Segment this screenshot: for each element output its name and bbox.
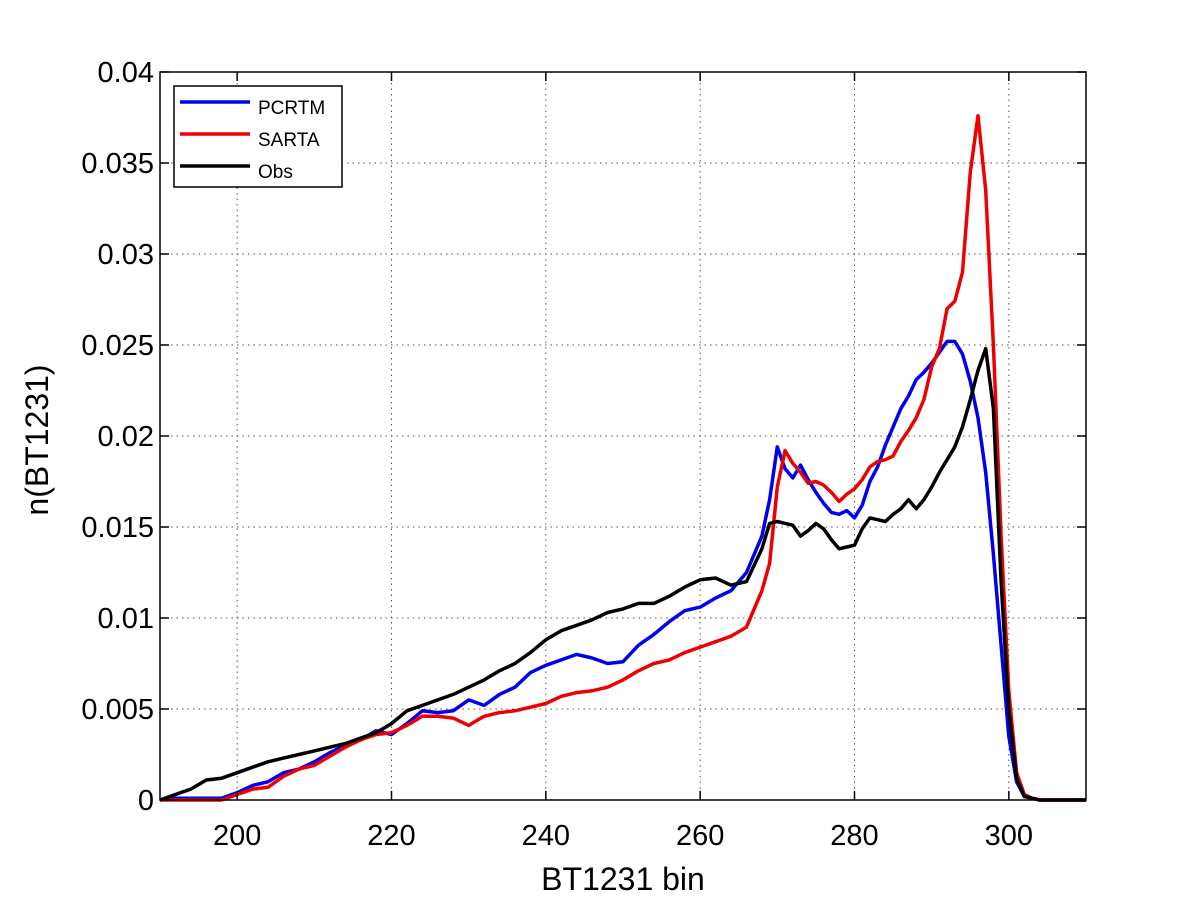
y-tick-label: 0.04 [98,57,154,89]
series-line-pcrtm [159,339,1086,802]
x-tick-label: 300 [985,820,1033,852]
legend-label-obs: Obs [258,162,293,183]
legend-label-sarta: SARTA [258,130,320,151]
x-tick-label: 260 [676,820,724,852]
tick-marks [160,71,1086,801]
y-tick-label: 0.03 [98,239,154,271]
legend-label-pcrtm: PCRTM [258,98,325,119]
gridlines [160,72,1086,800]
y-tick-label: 0.025 [81,330,154,362]
y-axis-label: n(BT1231) [19,364,55,515]
series-lines [159,113,1086,802]
legend: PCRTM SARTA Obs [173,85,343,188]
x-tick-label: 200 [213,820,261,852]
y-tick-label: 0.01 [98,603,154,635]
x-axis-label: BT1231 bin [541,861,705,897]
y-tick-label: 0.015 [81,512,154,544]
x-tick-labels: 200 220 240 260 280 300 [213,820,1033,852]
y-tick-label: 0.02 [98,421,154,453]
y-tick-labels: 0 0.005 0.01 0.015 0.02 0.025 0.03 0.035 0.04 [81,57,154,817]
series-line-obs [159,346,1086,802]
x-tick-label: 240 [522,820,570,852]
y-tick-label: 0 [138,785,154,817]
y-tick-label: 0.035 [81,148,154,180]
x-tick-label: 280 [830,820,878,852]
x-tick-label: 220 [367,820,415,852]
y-tick-label: 0.005 [81,694,154,726]
